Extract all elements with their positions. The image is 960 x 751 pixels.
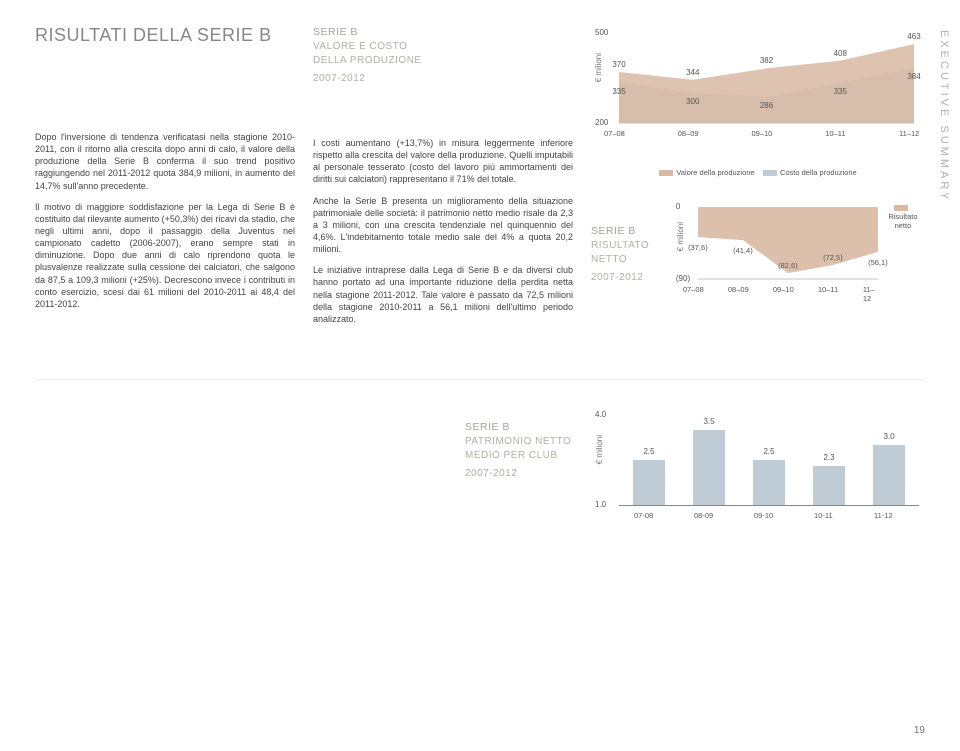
chart1-head: SERIE B VALORE E COSTO DELLA PRODUZIONE … [313, 25, 573, 86]
page-title: RISULTATI DELLA SERIE B [35, 25, 295, 46]
page-number: 19 [914, 725, 925, 736]
net-result-chart: 0(90)€ milioni07–08(37,6)08–09(41,4)09–1… [676, 199, 881, 319]
production-chart: 500200€ milioni07–0837033508–0934430009–… [591, 25, 921, 170]
chart2-head: SERIE B RISULTATO NETTO 2007-2012 [591, 224, 676, 285]
text-mid: I costi aumentano (+13,7%) in misura leg… [313, 137, 573, 325]
equity-chart: 4.01.0€ milioni2.507-083.508-092.509-102… [591, 410, 925, 540]
chart3-head: SERIE B PATRIMONIO NETTO MEDIO PER CLUB … [465, 420, 585, 481]
text-left: Dopo l'inversione di tendenza verificata… [35, 131, 295, 310]
side-label: EXECUTIVE SUMMARY [938, 30, 950, 202]
